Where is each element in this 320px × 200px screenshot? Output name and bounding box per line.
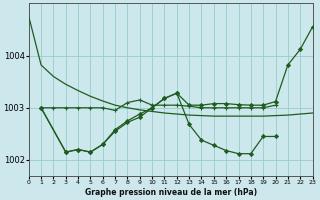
X-axis label: Graphe pression niveau de la mer (hPa): Graphe pression niveau de la mer (hPa) [84,188,257,197]
